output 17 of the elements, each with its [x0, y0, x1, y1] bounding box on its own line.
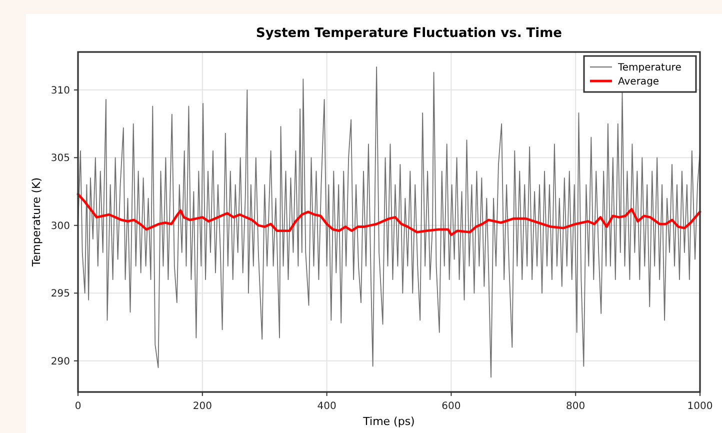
y-tick-label: 300 — [50, 220, 70, 232]
chart-title: System Temperature Fluctuation vs. Time — [256, 26, 562, 41]
x-tick-label: 200 — [192, 401, 212, 412]
y-tick-label: 305 — [50, 153, 70, 164]
line-series — [76, 193, 702, 236]
x-axis-title: Time (ps) — [362, 415, 415, 428]
legend-label: Temperature — [617, 62, 682, 74]
x-tick-label: 800 — [566, 401, 586, 412]
x-tick-label: 0 — [74, 401, 82, 412]
y-tick-label: 295 — [50, 288, 70, 300]
y-tick-label: 290 — [50, 356, 70, 368]
x-tick-label: 400 — [317, 401, 336, 412]
legend-label: Average — [618, 76, 660, 88]
x-tick-label: 1000 — [687, 401, 713, 412]
y-tick-label: 310 — [50, 85, 70, 96]
y-axis-title: Temperature (K) — [30, 178, 43, 268]
x-tick-label: 600 — [442, 401, 461, 412]
